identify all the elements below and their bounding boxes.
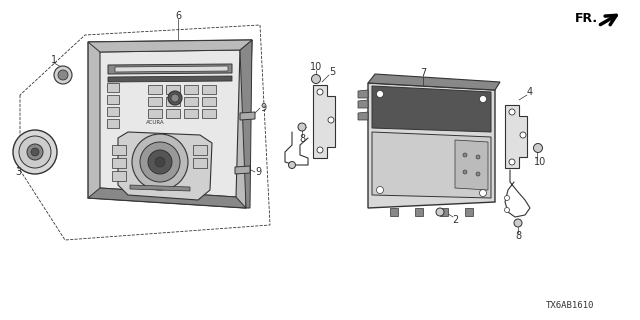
Text: 4: 4	[527, 87, 533, 97]
Polygon shape	[112, 171, 126, 181]
Text: 3: 3	[15, 167, 21, 177]
Polygon shape	[202, 97, 216, 106]
Text: 6: 6	[175, 11, 181, 21]
Polygon shape	[115, 66, 228, 72]
Circle shape	[155, 157, 165, 167]
Polygon shape	[372, 132, 491, 198]
Text: 8: 8	[515, 231, 521, 241]
Polygon shape	[368, 83, 495, 208]
Polygon shape	[166, 85, 180, 94]
Circle shape	[479, 95, 486, 102]
Circle shape	[31, 148, 39, 156]
Circle shape	[463, 170, 467, 174]
Text: 9: 9	[255, 167, 261, 177]
Circle shape	[376, 187, 383, 194]
Polygon shape	[368, 74, 500, 90]
Text: FR.: FR.	[575, 12, 598, 25]
Circle shape	[54, 66, 72, 84]
Polygon shape	[107, 95, 119, 104]
Text: 1: 1	[51, 55, 57, 65]
Polygon shape	[358, 100, 368, 108]
Circle shape	[504, 207, 509, 212]
Polygon shape	[372, 86, 491, 132]
Polygon shape	[202, 109, 216, 118]
Polygon shape	[193, 158, 207, 168]
Circle shape	[376, 91, 383, 98]
Polygon shape	[100, 50, 240, 197]
Circle shape	[19, 136, 51, 168]
Polygon shape	[505, 105, 527, 168]
Circle shape	[132, 134, 188, 190]
Circle shape	[476, 172, 480, 176]
Circle shape	[148, 150, 172, 174]
Circle shape	[317, 147, 323, 153]
Circle shape	[13, 130, 57, 174]
Polygon shape	[235, 166, 250, 174]
Polygon shape	[112, 158, 126, 168]
Text: 7: 7	[420, 68, 426, 78]
Polygon shape	[313, 85, 335, 158]
Circle shape	[436, 208, 444, 216]
Polygon shape	[193, 145, 207, 155]
Text: 9: 9	[260, 103, 266, 113]
Polygon shape	[240, 40, 252, 208]
Circle shape	[509, 109, 515, 115]
Polygon shape	[88, 188, 246, 208]
Circle shape	[504, 196, 509, 201]
Circle shape	[328, 117, 334, 123]
Polygon shape	[88, 40, 252, 52]
Circle shape	[140, 142, 180, 182]
Polygon shape	[465, 208, 473, 216]
Circle shape	[514, 219, 522, 227]
Polygon shape	[107, 119, 119, 128]
Polygon shape	[390, 208, 398, 216]
Text: 10: 10	[310, 62, 322, 72]
Circle shape	[509, 159, 515, 165]
Polygon shape	[415, 208, 423, 216]
Circle shape	[289, 162, 296, 169]
Polygon shape	[107, 83, 119, 92]
Polygon shape	[184, 97, 198, 106]
Circle shape	[298, 123, 306, 131]
Polygon shape	[148, 109, 162, 118]
Text: 8: 8	[299, 134, 305, 144]
Polygon shape	[88, 40, 252, 208]
Polygon shape	[184, 109, 198, 118]
Polygon shape	[148, 97, 162, 106]
Polygon shape	[108, 64, 232, 74]
Circle shape	[317, 89, 323, 95]
Polygon shape	[107, 107, 119, 116]
Polygon shape	[202, 85, 216, 94]
Circle shape	[58, 70, 68, 80]
Circle shape	[479, 189, 486, 196]
Polygon shape	[118, 132, 212, 200]
Circle shape	[312, 75, 321, 84]
Polygon shape	[358, 90, 368, 98]
Circle shape	[463, 153, 467, 157]
Circle shape	[476, 155, 480, 159]
Text: 5: 5	[329, 67, 335, 77]
Circle shape	[27, 144, 43, 160]
Polygon shape	[166, 97, 180, 106]
Text: ACURA: ACURA	[146, 119, 164, 124]
Polygon shape	[240, 112, 255, 120]
Polygon shape	[130, 185, 190, 191]
Text: 10: 10	[534, 157, 546, 167]
Polygon shape	[108, 76, 232, 82]
Polygon shape	[112, 145, 126, 155]
Text: TX6AB1610: TX6AB1610	[546, 301, 594, 310]
Circle shape	[168, 91, 182, 105]
Circle shape	[171, 94, 179, 102]
Circle shape	[534, 143, 543, 153]
Polygon shape	[166, 109, 180, 118]
Text: 2: 2	[452, 215, 458, 225]
Circle shape	[520, 132, 526, 138]
Polygon shape	[455, 140, 488, 190]
Polygon shape	[358, 112, 368, 120]
Polygon shape	[184, 85, 198, 94]
Polygon shape	[148, 85, 162, 94]
Polygon shape	[440, 208, 448, 216]
